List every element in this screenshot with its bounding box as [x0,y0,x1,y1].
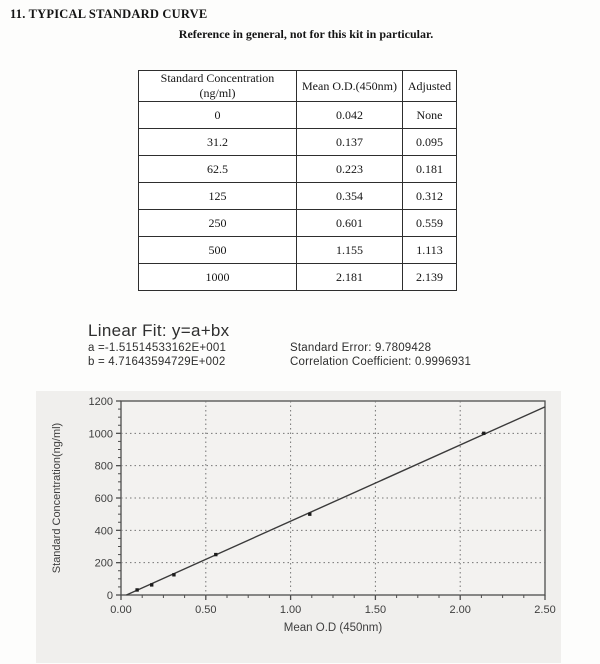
table-row: 31.2 0.137 0.095 [138,128,457,156]
fit-correlation: Correlation Coefficient: 0.9996931 [290,356,472,368]
chart-data-point [149,583,154,587]
x-axis-tick-label: 1.00 [280,604,301,616]
table-body: 0 0.042 None 31.2 0.137 0.095 62.5 0.223 0.181 12… [138,101,457,291]
y-axis-tick-label: 1000 [89,428,113,440]
table-cell: 0.354 [296,182,403,210]
y-axis-tick-label: 400 [95,525,113,537]
y-axis-tick-label: 800 [95,461,113,473]
table-header-cell: Mean O.D.(450nm) [296,70,403,102]
table-cell: 0.559 [402,209,457,237]
table-row: 250 0.601 0.559 [138,209,457,237]
x-axis-tick-label: 0.50 [195,604,216,616]
subtitle: Reference in general, not for this kit i… [178,27,434,41]
table-cell: 0 [138,101,297,129]
table-cell: 250 [138,209,297,237]
chart-data-point [482,431,486,436]
table-cell: None [402,101,457,129]
table-cell: 0.312 [402,182,457,210]
fit-coefficient-b: b = 4.71643594729E+002 [88,356,226,368]
table-cell: 500 [138,236,297,264]
table-header-row: Standard Concentration (ng/ml) Mean O.D.(… [138,70,457,102]
table-cell: 0.223 [296,155,403,183]
table-row: 125 0.354 0.312 [138,182,457,210]
y-axis-tick-label: 200 [95,558,113,570]
y-axis-tick-label: 0 [107,590,113,602]
table-cell: 0.137 [296,128,403,156]
table-cell: 0.042 [296,101,403,129]
table-header-cell: Standard Concentration (ng/ml) [138,70,297,102]
table-cell: 2.181 [296,263,403,291]
table-cell: 1.155 [296,236,403,264]
x-axis-tick-label: 2.50 [534,604,555,616]
table-row: 1000 2.181 2.139 [138,263,457,291]
chart-data-point [172,573,176,577]
table-row: 62.5 0.223 0.181 [138,155,457,183]
table-cell: 62.5 [138,155,297,183]
x-axis-tick-label: 1.50 [365,604,386,616]
table-row: 0 0.042 None [138,101,457,129]
table-row: 500 1.155 1.113 [138,236,457,264]
standard-curve-chart: 0.00 0.50 1.00 1.50 2.00 2.50 0 200 400 600 800 100… [51,396,556,634]
chart-data-point [308,512,312,516]
chart-data-point [135,588,139,592]
table-cell: 1.113 [402,236,457,264]
table-cell: 0.095 [402,128,457,156]
x-axis-tick-label: 2.00 [449,604,470,616]
table-cell: 0.601 [296,209,403,237]
table-cell: 31.2 [138,128,297,156]
fit-statistics: Standard Error: 9.7809428 Correlation Co… [290,341,471,369]
table-cell: 2.139 [402,263,457,291]
x-axis-tick-label: 0.00 [110,604,131,616]
chart-panel: 0.00 0.50 1.00 1.50 2.00 2.50 0 200 400 600 800 100… [36,391,561,663]
fit-title: Linear Fit: y=a+bx [88,321,230,340]
y-axis-tick-label: 1200 [89,396,113,408]
y-axis-tick-label: 600 [95,493,113,505]
x-axis-title: Mean O.D (450nm) [284,622,383,634]
table-header-cell: Adjusted [402,70,457,102]
fit-coefficient-a: a =-1.51514533162E+001 [88,342,227,354]
fit-summary: Linear Fit: y=a+bx a =-1.51514533162E+00… [88,321,229,369]
standards-table: Standard Concentration (ng/ml) Mean O.D.(… [138,70,457,291]
table-cell: 1000 [138,263,297,291]
y-axis-title: Standard Concentration(ng/ml) [51,423,63,573]
fit-standard-error: Standard Error: 9.7809428 [290,342,432,354]
table-cell: 0.181 [402,155,457,183]
table-cell: 125 [138,182,297,210]
chart-fit-line [126,406,546,596]
section-title: 11. TYPICAL STANDARD CURVE [10,7,208,21]
chart-data-point [214,552,218,557]
